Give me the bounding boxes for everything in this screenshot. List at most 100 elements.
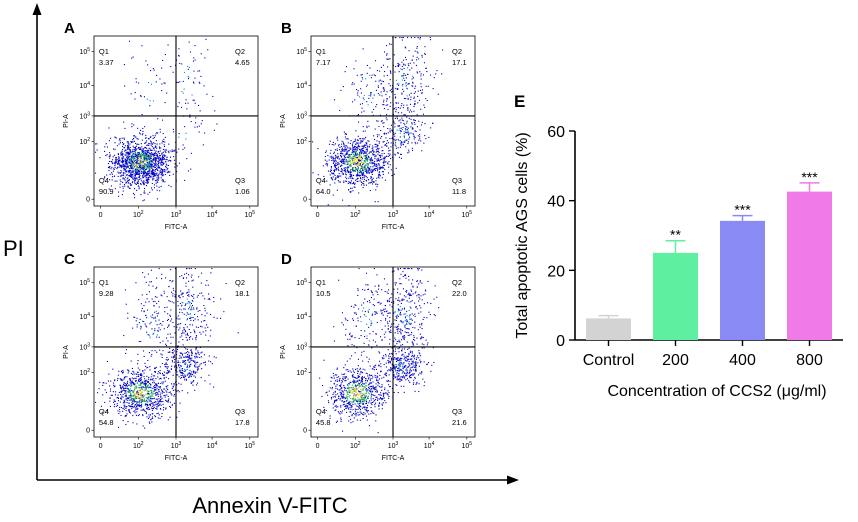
event-dot: [197, 350, 199, 352]
event-dot: [110, 137, 112, 139]
event-dot: [192, 360, 194, 362]
event-dot: [135, 142, 137, 144]
event-dot: [149, 161, 151, 163]
event-dot: [412, 81, 414, 83]
event-dot: [153, 386, 155, 388]
event-dot: [379, 394, 381, 396]
event-dot: [338, 144, 340, 146]
event-dot: [171, 291, 173, 293]
event-dot: [154, 328, 156, 330]
event-dot: [372, 376, 374, 378]
event-dot: [149, 100, 151, 102]
event-dot: [387, 142, 389, 144]
event-dot: [366, 64, 368, 66]
event-dot: [417, 142, 419, 144]
event-dot: [361, 107, 363, 109]
event-dot: [136, 177, 138, 179]
event-dot: [166, 92, 168, 94]
event-dot: [126, 156, 128, 158]
event-dot: [379, 159, 381, 161]
event-dot: [389, 149, 391, 151]
event-dot: [325, 163, 327, 165]
event-dot: [149, 105, 151, 107]
event-dot: [380, 120, 382, 122]
event-dot: [363, 168, 365, 170]
event-dot: [366, 380, 368, 382]
event-dot: [192, 360, 194, 362]
event-dot: [196, 356, 198, 358]
event-dot: [172, 287, 174, 289]
event-dot: [344, 156, 346, 158]
event-dot: [158, 386, 160, 388]
event-dot: [378, 158, 380, 160]
event-dot: [368, 169, 370, 171]
event-dot: [115, 156, 117, 158]
y-axis-label: PI-A: [63, 345, 70, 359]
event-dot: [131, 167, 133, 169]
event-dot: [149, 386, 151, 388]
event-dot: [379, 402, 381, 404]
event-dot: [151, 405, 153, 407]
event-dot: [149, 403, 151, 405]
event-dot: [131, 141, 133, 143]
event-dot: [142, 151, 144, 153]
event-dot: [180, 383, 182, 385]
y-tick-label: 104: [79, 81, 90, 90]
event-dot: [405, 82, 407, 84]
event-dot: [336, 148, 338, 150]
event-dot: [159, 373, 161, 375]
event-dot: [372, 154, 374, 156]
event-dot: [134, 188, 136, 190]
event-dot: [334, 395, 336, 397]
event-dot: [157, 164, 159, 166]
event-dot: [407, 130, 409, 132]
y-axis-label: PI-A: [63, 114, 70, 128]
event-dot: [142, 400, 144, 402]
event-dot: [389, 138, 391, 140]
y-tick-label: 0: [86, 428, 90, 435]
event-dot: [136, 164, 138, 166]
event-dot: [342, 391, 344, 393]
event-dot: [152, 159, 154, 161]
event-dot: [142, 133, 144, 135]
event-dot: [177, 300, 179, 302]
event-dot: [184, 370, 186, 372]
event-dot: [356, 174, 358, 176]
event-dot: [353, 156, 355, 158]
event-dot: [139, 147, 141, 149]
event-dot: [149, 400, 151, 402]
event-dot: [379, 160, 381, 162]
event-dot: [179, 318, 181, 320]
event-dot: [381, 155, 383, 157]
event-dot: [178, 133, 180, 135]
event-dot: [395, 167, 397, 169]
event-dot: [136, 166, 138, 168]
event-dot: [149, 366, 151, 368]
event-dot: [351, 387, 353, 389]
event-dot: [134, 149, 136, 151]
event-dot: [167, 369, 169, 371]
event-dot: [382, 171, 384, 173]
event-dot: [361, 172, 363, 174]
event-dot: [406, 132, 408, 134]
event-dot: [139, 398, 141, 400]
event-dot: [399, 107, 401, 109]
event-dot: [173, 326, 175, 328]
event-dot: [383, 397, 385, 399]
event-dot: [376, 377, 378, 379]
event-dot: [405, 83, 407, 85]
event-dot: [149, 191, 151, 193]
event-dot: [156, 387, 158, 389]
event-dot: [135, 282, 137, 284]
event-dot: [137, 405, 139, 407]
event-dot: [200, 352, 202, 354]
event-dot: [145, 403, 147, 405]
event-dot: [115, 137, 117, 139]
event-dot: [123, 138, 125, 140]
event-dot: [370, 182, 372, 184]
event-dot: [371, 162, 373, 164]
event-dot: [128, 165, 130, 167]
quadrant-name-q1: Q1: [99, 47, 109, 56]
event-dot: [158, 159, 160, 161]
event-dot: [172, 322, 174, 324]
